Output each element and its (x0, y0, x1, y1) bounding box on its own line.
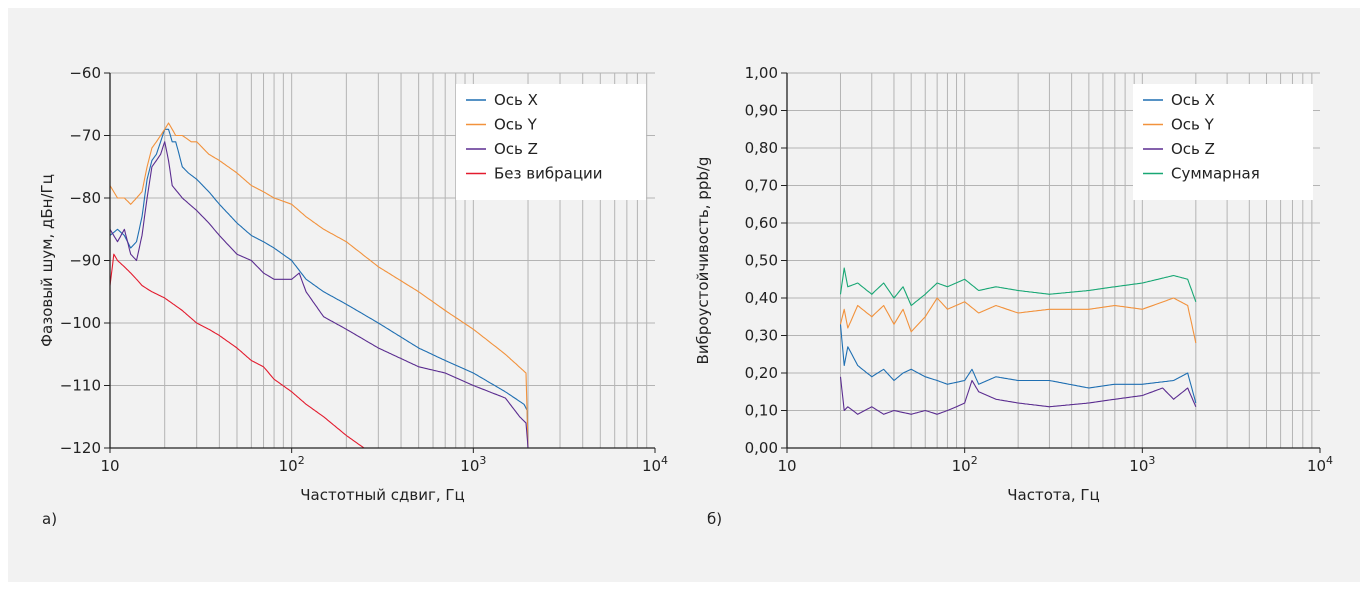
y-tick-label: 0,20 (745, 364, 778, 382)
series-line-z (839, 376, 1197, 415)
legend-label: Ось X (1171, 91, 1215, 109)
legend: Ось X Ось Y Ось Z Суммарная (1133, 84, 1313, 200)
series-line-y (109, 122, 529, 449)
legend-label: Ось Y (494, 116, 538, 134)
y-tick-label: 0,10 (745, 402, 778, 420)
legend: Ось X Ось Y Ось Z Без вибрации (456, 84, 646, 200)
x-tick-label: 104 (642, 454, 668, 475)
y-tick-label: −110 (60, 377, 101, 395)
legend-label: Ось Z (1171, 140, 1215, 158)
legend-box (1133, 84, 1313, 200)
panel-label: б) (707, 510, 722, 528)
y-tick-label: 0,30 (745, 327, 778, 345)
y-tick-label: 0,90 (745, 102, 778, 120)
x-tick-label: 10 (777, 457, 796, 475)
y-tick-label: −60 (69, 64, 101, 82)
legend-label: Ось Y (1171, 116, 1215, 134)
legend-label: Ось Z (494, 140, 538, 158)
y-tick-label: 0,00 (745, 439, 778, 457)
series-line-y (839, 297, 1197, 344)
y-axis-title: Фазовый шум, дБн/Гц (38, 174, 56, 347)
legend-label: Суммарная (1171, 165, 1260, 183)
y-tick-label: 0,40 (745, 289, 778, 307)
y-tick-label: −80 (69, 189, 101, 207)
y-tick-label: 0,50 (745, 252, 778, 270)
legend-box (456, 84, 646, 200)
figure-background: −60 −70 −80 −90 −100 −110 −120 10 102 103 104 Часто… (8, 8, 1360, 582)
series-lines (109, 122, 529, 449)
y-tick-label: 0,60 (745, 214, 778, 232)
x-tick-label: 103 (460, 454, 486, 475)
series-lines (839, 267, 1197, 415)
legend-label: Ось X (494, 91, 538, 109)
x-tick-label: 102 (952, 454, 978, 475)
y-tick-label: −100 (60, 314, 101, 332)
y-tick-label: −120 (60, 439, 101, 457)
y-tick-label: 1,00 (745, 64, 778, 82)
y-tick-label: 0,80 (745, 139, 778, 157)
panel-label: а) (42, 510, 57, 528)
x-tick-label: 104 (1307, 454, 1333, 475)
y-tick-label: 0,70 (745, 177, 778, 195)
x-tick-label: 103 (1129, 454, 1155, 475)
series-line-z (109, 141, 529, 449)
x-axis-title: Частотный сдвиг, Гц (300, 486, 465, 504)
y-axis-title: Виброустойчивость, ppb/g (694, 157, 712, 365)
x-tick-label: 10 (100, 457, 119, 475)
y-tick-label: −90 (69, 252, 101, 270)
series-line-x (839, 324, 1197, 404)
x-tick-label: 102 (279, 454, 305, 475)
series-line-none (109, 253, 365, 449)
x-axis-title: Частота, Гц (1007, 486, 1099, 504)
panel-b-vibration-sensitivity: 0,00 0,10 0,20 0,30 0,40 0,50 0,60 0,70 0,80 0,90… (694, 64, 1333, 528)
grid-lines (110, 72, 655, 449)
y-tick-label: −70 (69, 127, 101, 145)
series-line-sum (839, 267, 1197, 307)
series-line-x (109, 128, 529, 449)
legend-label: Без вибрации (494, 165, 603, 183)
